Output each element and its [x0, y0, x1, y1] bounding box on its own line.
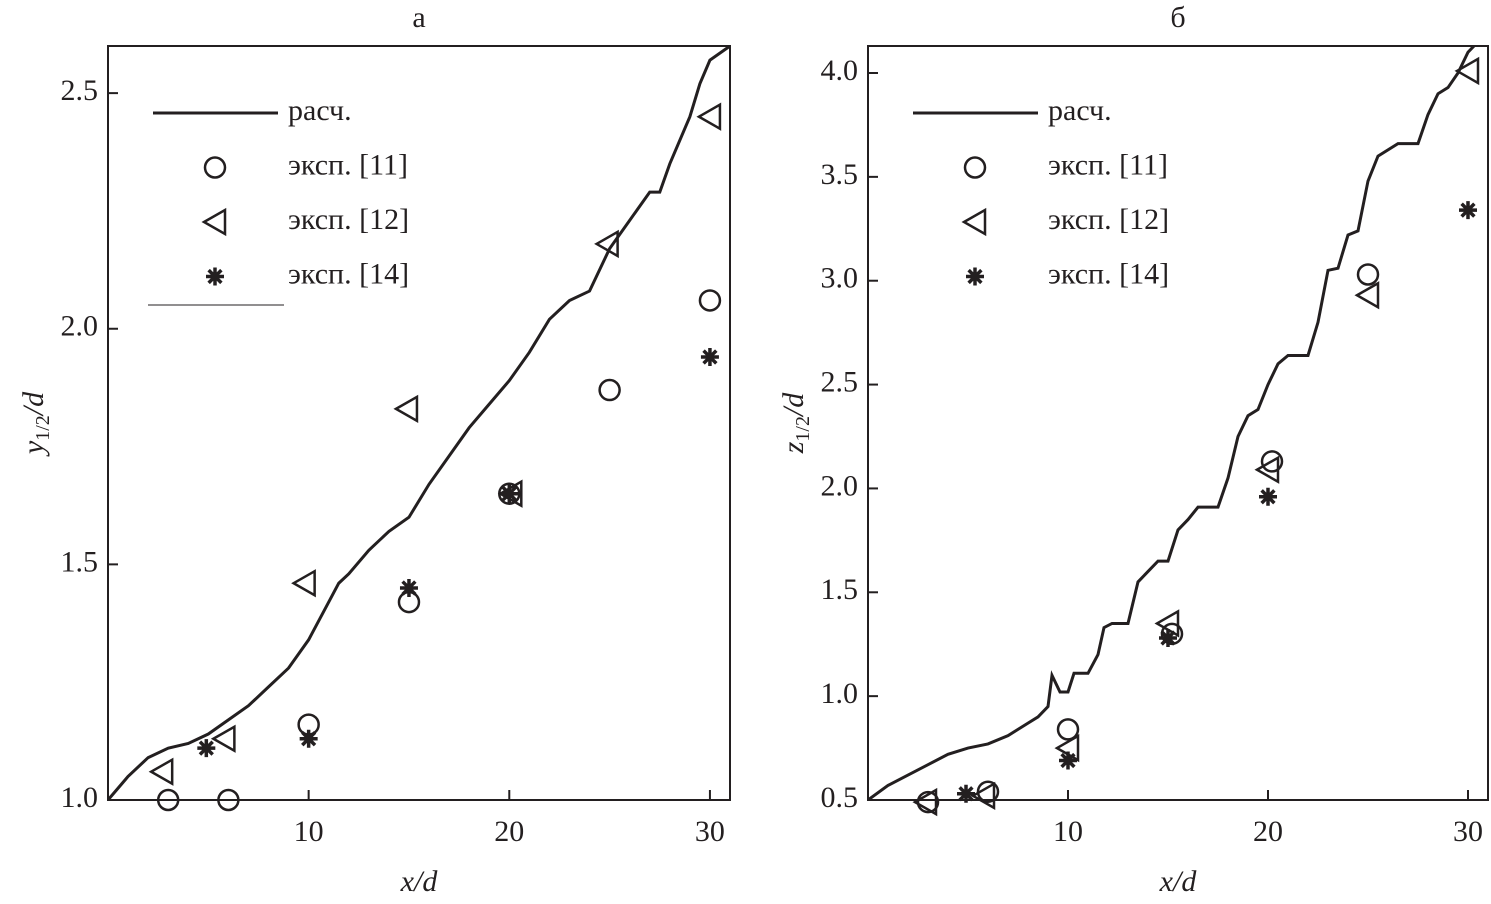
marker-star: [197, 739, 216, 758]
marker-circle: [916, 790, 940, 814]
legend-label: эксп. [14]: [1048, 257, 1169, 290]
calc-line: [868, 46, 1476, 800]
y-tick-label: 1.5: [821, 573, 859, 606]
marker-star: [1259, 487, 1277, 506]
y-tick-label: 1.5: [61, 545, 99, 578]
legend-label: эксп. [12]: [288, 203, 409, 236]
legend-label: эксп. [14]: [288, 257, 409, 290]
legend-label: эксп. [12]: [1048, 203, 1169, 236]
y-axis-label: y1/2/d: [17, 391, 54, 457]
legend-label: расч.: [1048, 94, 1112, 127]
calc-line: [108, 46, 730, 800]
marker-star: [1059, 751, 1077, 770]
y-axis-label-part: /d: [777, 392, 810, 418]
marker-triangle: [393, 394, 419, 424]
marker-star: [206, 267, 224, 286]
y-axis-label-part: 1/2: [792, 416, 814, 442]
x-axis-label: x/d: [400, 865, 439, 898]
y-tick-label: 3.5: [821, 158, 859, 191]
marker-star: [957, 784, 975, 803]
marker-star: [1459, 201, 1477, 220]
marker-star: [1159, 628, 1177, 647]
y-axis-label: z1/2/d: [777, 392, 814, 455]
y-axis-label-part: y: [17, 440, 50, 457]
x-tick-label: 10: [294, 815, 324, 848]
y-tick-label: 4.0: [821, 54, 859, 87]
marker-circle: [963, 156, 987, 179]
plot-frame: [107, 45, 731, 801]
marker-circle: [1356, 263, 1380, 286]
y-tick-label: 2.5: [61, 74, 99, 107]
y-tick-label: 2.0: [61, 310, 99, 343]
x-axis-label: x/d: [1159, 865, 1198, 898]
x-tick-label: 20: [494, 815, 524, 848]
marker-triangle: [961, 207, 987, 237]
y-tick-label: 1.0: [821, 677, 859, 710]
marker-circle: [1056, 718, 1080, 741]
marker-circle: [598, 378, 621, 402]
y-axis-label-part: z: [777, 441, 810, 454]
plot-frame: [867, 45, 1489, 801]
legend-label: расч.: [288, 94, 352, 127]
marker-circle: [203, 156, 227, 179]
marker-circle: [698, 289, 722, 312]
marker-star: [299, 729, 318, 748]
marker-star: [966, 267, 984, 286]
y-tick-label: 1.0: [61, 781, 99, 814]
legend-label: эксп. [11]: [1048, 148, 1168, 181]
x-tick-label: 30: [695, 815, 725, 848]
y-axis-label-part: 1/2: [32, 415, 54, 441]
y-tick-label: 0.5: [821, 781, 859, 814]
x-tick-label: 10: [1053, 815, 1083, 848]
marker-triangle: [912, 787, 938, 817]
chart-title: а: [412, 1, 425, 34]
marker-triangle: [1354, 281, 1380, 310]
marker-star: [700, 348, 719, 367]
y-tick-label: 2.0: [821, 469, 859, 502]
marker-triangle: [1254, 455, 1280, 484]
marker-star: [399, 578, 418, 597]
marker-triangle: [970, 781, 996, 810]
marker-circle: [156, 788, 180, 812]
marker-triangle: [1454, 56, 1480, 86]
marker-circle: [217, 788, 240, 812]
marker-star: [500, 484, 519, 503]
marker-triangle: [201, 207, 227, 237]
marker-triangle: [594, 229, 619, 259]
legend-label: эксп. [11]: [288, 148, 408, 181]
x-tick-label: 30: [1453, 815, 1483, 848]
y-axis-label-part: /d: [17, 391, 50, 417]
chart-title: б: [1170, 1, 1185, 34]
marker-triangle: [696, 102, 722, 131]
y-tick-label: 2.5: [821, 365, 859, 398]
marker-triangle: [148, 757, 174, 786]
y-tick-label: 3.0: [821, 262, 859, 295]
marker-triangle: [291, 569, 316, 598]
x-tick-label: 20: [1253, 815, 1283, 848]
marker-triangle: [210, 724, 236, 753]
marker-circle: [1260, 450, 1284, 473]
